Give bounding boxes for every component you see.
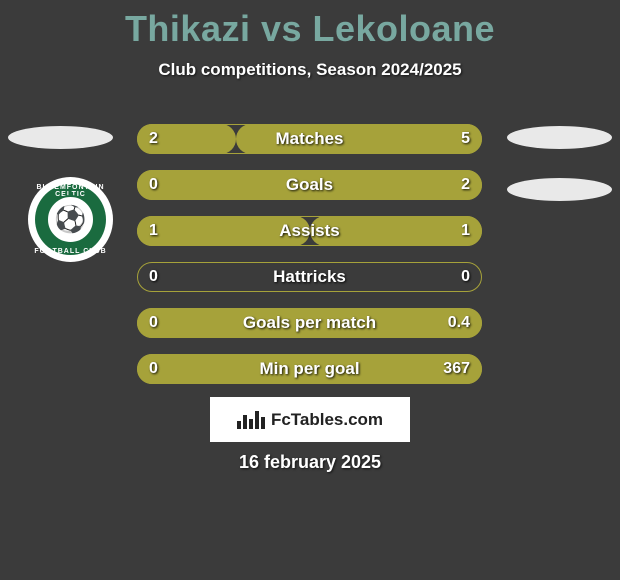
team-left-logo-placeholder <box>8 126 113 149</box>
club-logo-bottom-text: FOOTBALL CLUB <box>28 248 113 255</box>
stat-row: 0Goals per match0.4 <box>137 308 482 338</box>
club-logo-inner: ⚽ <box>46 195 95 244</box>
stat-value-right: 367 <box>443 354 470 384</box>
stat-value-right: 0 <box>461 262 470 292</box>
stat-value-right: 0.4 <box>448 308 470 338</box>
team-right-logo-placeholder <box>507 126 612 149</box>
stats-card: Thikazi vs Lekoloane Club competitions, … <box>0 0 620 580</box>
club-logo-outer: BLOEMFONTEIN CELTIC ⚽ FOOTBALL CLUB <box>28 177 113 262</box>
stat-label: Matches <box>137 124 482 154</box>
stat-value-right: 2 <box>461 170 470 200</box>
stat-label: Goals per match <box>137 308 482 338</box>
stat-row: 0Goals2 <box>137 170 482 200</box>
team-right-badge-placeholder <box>507 178 612 201</box>
fctables-label: FcTables.com <box>271 410 383 430</box>
date-line: 16 february 2025 <box>0 452 620 473</box>
stat-label: Assists <box>137 216 482 246</box>
stat-row: 0Hattricks0 <box>137 262 482 292</box>
page-title: Thikazi vs Lekoloane <box>0 0 620 50</box>
stat-value-right: 5 <box>461 124 470 154</box>
stat-value-right: 1 <box>461 216 470 246</box>
fctables-badge[interactable]: FcTables.com <box>210 397 410 442</box>
stat-label: Min per goal <box>137 354 482 384</box>
stat-row: 1Assists1 <box>137 216 482 246</box>
stat-label: Hattricks <box>137 262 482 292</box>
stat-label: Goals <box>137 170 482 200</box>
football-icon: ⚽ <box>54 204 86 235</box>
bar-chart-icon <box>237 411 265 429</box>
club-logo: BLOEMFONTEIN CELTIC ⚽ FOOTBALL CLUB <box>28 177 113 262</box>
stats-bars: 2Matches50Goals21Assists10Hattricks00Goa… <box>137 124 482 400</box>
stat-row: 2Matches5 <box>137 124 482 154</box>
stat-row: 0Min per goal367 <box>137 354 482 384</box>
subtitle: Club competitions, Season 2024/2025 <box>0 60 620 80</box>
